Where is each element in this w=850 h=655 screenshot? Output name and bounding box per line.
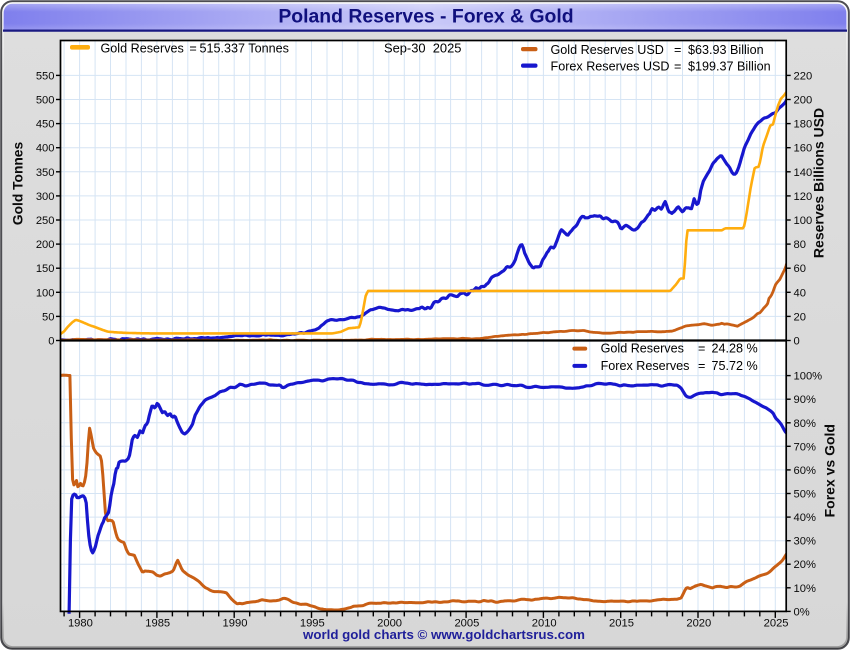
svg-text:2010: 2010 [532,618,557,630]
svg-text:2015: 2015 [609,618,634,630]
svg-text:80%: 80% [794,418,816,430]
svg-text:24.28 %: 24.28 % [712,342,758,356]
svg-text:140: 140 [794,167,813,179]
svg-text:100: 100 [36,287,55,299]
svg-text:2000: 2000 [377,618,402,630]
svg-text:=: = [189,41,196,55]
svg-text:180: 180 [794,119,813,131]
svg-text:70%: 70% [794,441,816,453]
svg-text:2025: 2025 [764,618,789,630]
svg-text:Forex Reserves USD: Forex Reserves USD [551,59,670,73]
svg-text:Reserves Billions USD: Reserves Billions USD [811,108,827,258]
svg-text:100%: 100% [794,371,823,383]
svg-text:1985: 1985 [145,618,170,630]
svg-text:$199.37 Billion: $199.37 Billion [688,59,771,73]
svg-text:220: 220 [794,70,813,82]
svg-text:515.337 Tonnes: 515.337 Tonnes [200,41,289,55]
svg-text:2005: 2005 [454,618,479,630]
svg-text:500: 500 [36,95,55,107]
svg-text:550: 550 [36,70,55,82]
svg-text:160: 160 [794,143,813,155]
svg-text:300: 300 [36,191,55,203]
svg-text:40%: 40% [794,512,816,524]
svg-text:Forex vs Gold: Forex vs Gold [822,424,838,517]
svg-text:Gold Reserves USD: Gold Reserves USD [551,43,664,57]
svg-text:1990: 1990 [223,618,248,630]
svg-text:=: = [674,59,681,73]
svg-text:75.72 %: 75.72 % [712,359,758,373]
svg-text:=: = [698,359,705,373]
svg-text:=: = [674,43,681,57]
svg-text:30%: 30% [794,536,816,548]
svg-text:Forex Reserves: Forex Reserves [601,359,690,373]
svg-text:50: 50 [42,311,54,323]
svg-text:world gold charts © www.goldch: world gold charts © www.goldchartsrus.co… [302,627,585,642]
svg-text:1995: 1995 [300,618,325,630]
svg-text:120: 120 [794,191,813,203]
svg-text:Gold Reserves: Gold Reserves [101,41,184,55]
svg-text:Sep-30 2025: Sep-30 2025 [384,40,461,55]
svg-text:$63.93 Billion: $63.93 Billion [688,43,764,57]
svg-text:60%: 60% [794,465,816,477]
svg-text:1980: 1980 [68,618,93,630]
svg-text:0: 0 [48,336,54,348]
svg-text:400: 400 [36,143,55,155]
svg-text:20%: 20% [794,559,816,571]
svg-text:100: 100 [794,215,813,227]
svg-text:10%: 10% [794,583,816,595]
svg-text:80: 80 [794,239,806,251]
svg-text:90%: 90% [794,394,816,406]
svg-text:350: 350 [36,167,55,179]
svg-text:0%: 0% [794,606,810,618]
svg-text:200: 200 [794,95,813,107]
svg-text:Poland Reserves - Forex & Gold: Poland Reserves - Forex & Gold [278,5,573,27]
svg-text:150: 150 [36,263,55,275]
svg-text:20: 20 [794,311,806,323]
svg-text:250: 250 [36,215,55,227]
svg-text:450: 450 [36,119,55,131]
svg-text:=: = [698,342,705,356]
svg-text:Gold Reserves: Gold Reserves [601,342,684,356]
svg-text:50%: 50% [794,489,816,501]
svg-text:200: 200 [36,239,55,251]
svg-text:0: 0 [794,336,800,348]
svg-text:Gold Tonnes: Gold Tonnes [11,142,26,226]
svg-text:60: 60 [794,263,806,275]
svg-text:40: 40 [794,287,806,299]
svg-text:2020: 2020 [686,618,711,630]
